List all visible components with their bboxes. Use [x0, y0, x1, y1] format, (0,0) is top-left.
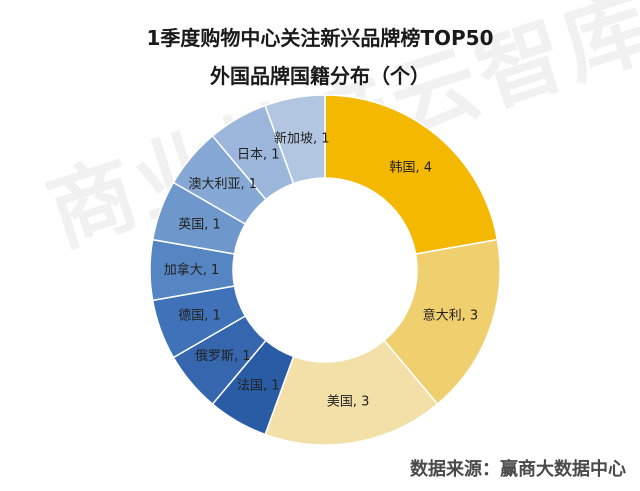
slice-label-10: 新加坡, 1 — [274, 131, 330, 147]
slice-10 — [264, 94, 326, 185]
slice-label-1: 意大利, 3 — [423, 308, 479, 324]
slice-0 — [324, 94, 499, 255]
slice-label-4: 俄罗斯, 1 — [195, 349, 251, 364]
slice-label-8: 澳大利亚, 1 — [188, 176, 257, 192]
donut-slices — [149, 94, 501, 446]
source-note: 数据来源：赢商大数据中心 — [410, 459, 626, 480]
slice-label-9: 日本, 1 — [237, 147, 280, 162]
slice-label-7: 英国, 1 — [178, 217, 221, 232]
chart-subtitle: 外国品牌国籍分布（个） — [210, 64, 430, 88]
slice-label-5: 德国, 1 — [178, 309, 221, 324]
slice-label-2: 美国, 3 — [327, 394, 370, 409]
slice-label-3: 法国, 1 — [237, 379, 280, 394]
slice-label-0: 韩国, 4 — [390, 161, 433, 176]
slice-label-6: 加拿大, 1 — [164, 262, 220, 278]
donut-labels: 韩国, 4 意大利, 3 美国, 3 法国, 1 俄罗斯, 1 德国, 1 加拿大, 1 英国… — [164, 131, 478, 410]
chart-title: 1季度购物中心关注新兴品牌榜TOP50 — [146, 26, 494, 50]
